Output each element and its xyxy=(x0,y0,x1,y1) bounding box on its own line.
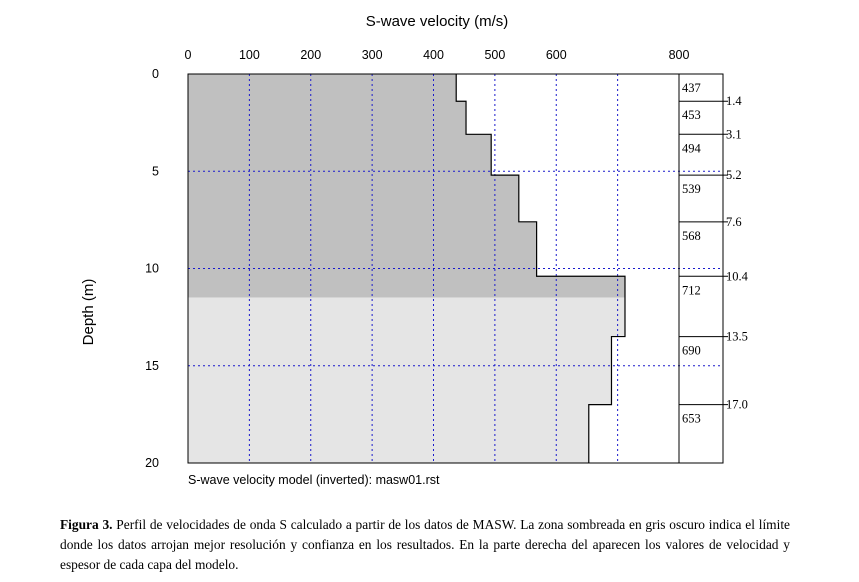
x-tick-label: 300 xyxy=(362,48,383,62)
y-axis-label: Depth (m) xyxy=(80,279,97,346)
x-tick-label: 600 xyxy=(546,48,567,62)
velocity-profile-chart: S-wave velocity (m/s) Depth (m) 0 100 200 3… xyxy=(80,13,749,487)
figure-caption: Figura 3. Perfil de velocidades de onda … xyxy=(60,515,790,575)
layer-velocity-label: 690 xyxy=(682,344,701,358)
layer-boundary-label: 1.4 xyxy=(726,94,742,108)
y-tick-label: 10 xyxy=(145,262,159,276)
y-tick-label: 0 xyxy=(152,67,159,81)
y-tick-label: 15 xyxy=(145,359,159,373)
layer-velocity-label: 453 xyxy=(682,108,701,122)
chart-footer: S-wave velocity model (inverted): masw01… xyxy=(188,473,440,487)
x-tick-label: 100 xyxy=(239,48,260,62)
x-tick-label: 200 xyxy=(300,48,321,62)
layer-column-frame xyxy=(678,73,724,464)
layer-velocity-label: 712 xyxy=(682,283,701,297)
x-tick-label: 400 xyxy=(423,48,444,62)
dark-shaded-zone xyxy=(188,74,625,298)
layer-boundary-label: 17.0 xyxy=(726,398,748,412)
layer-velocity-label: 568 xyxy=(682,229,701,243)
caption-label: Figura 3. xyxy=(60,517,113,532)
layer-velocity-label: 437 xyxy=(682,81,701,95)
layer-velocity-label: 494 xyxy=(682,141,702,155)
chart-title: S-wave velocity (m/s) xyxy=(366,13,509,30)
x-tick-label: 800 xyxy=(669,48,690,62)
plot-area: 0 100 200 300 400 500 600 800 0 5 10 15 20 1.4 3.1 5.2 7… xyxy=(145,48,749,470)
layer-velocity-label: 539 xyxy=(682,182,701,196)
layer-boundary-label: 10.4 xyxy=(726,269,749,283)
x-tick-label: 0 xyxy=(185,48,192,62)
layer-velocity-label: 653 xyxy=(682,412,701,426)
layer-boundary-label: 7.6 xyxy=(726,215,742,229)
layer-boundary-label: 13.5 xyxy=(726,330,748,344)
layer-boundary-label: 5.2 xyxy=(726,168,742,182)
layer-boundary-label: 3.1 xyxy=(726,127,742,141)
light-shaded-zone xyxy=(188,297,625,463)
y-tick-label: 5 xyxy=(152,164,159,178)
x-tick-label: 500 xyxy=(484,48,505,62)
y-tick-label: 20 xyxy=(145,456,159,470)
velocity-profile-line xyxy=(455,74,626,463)
caption-text: Perfil de velocidades de onda S calculad… xyxy=(60,517,790,572)
